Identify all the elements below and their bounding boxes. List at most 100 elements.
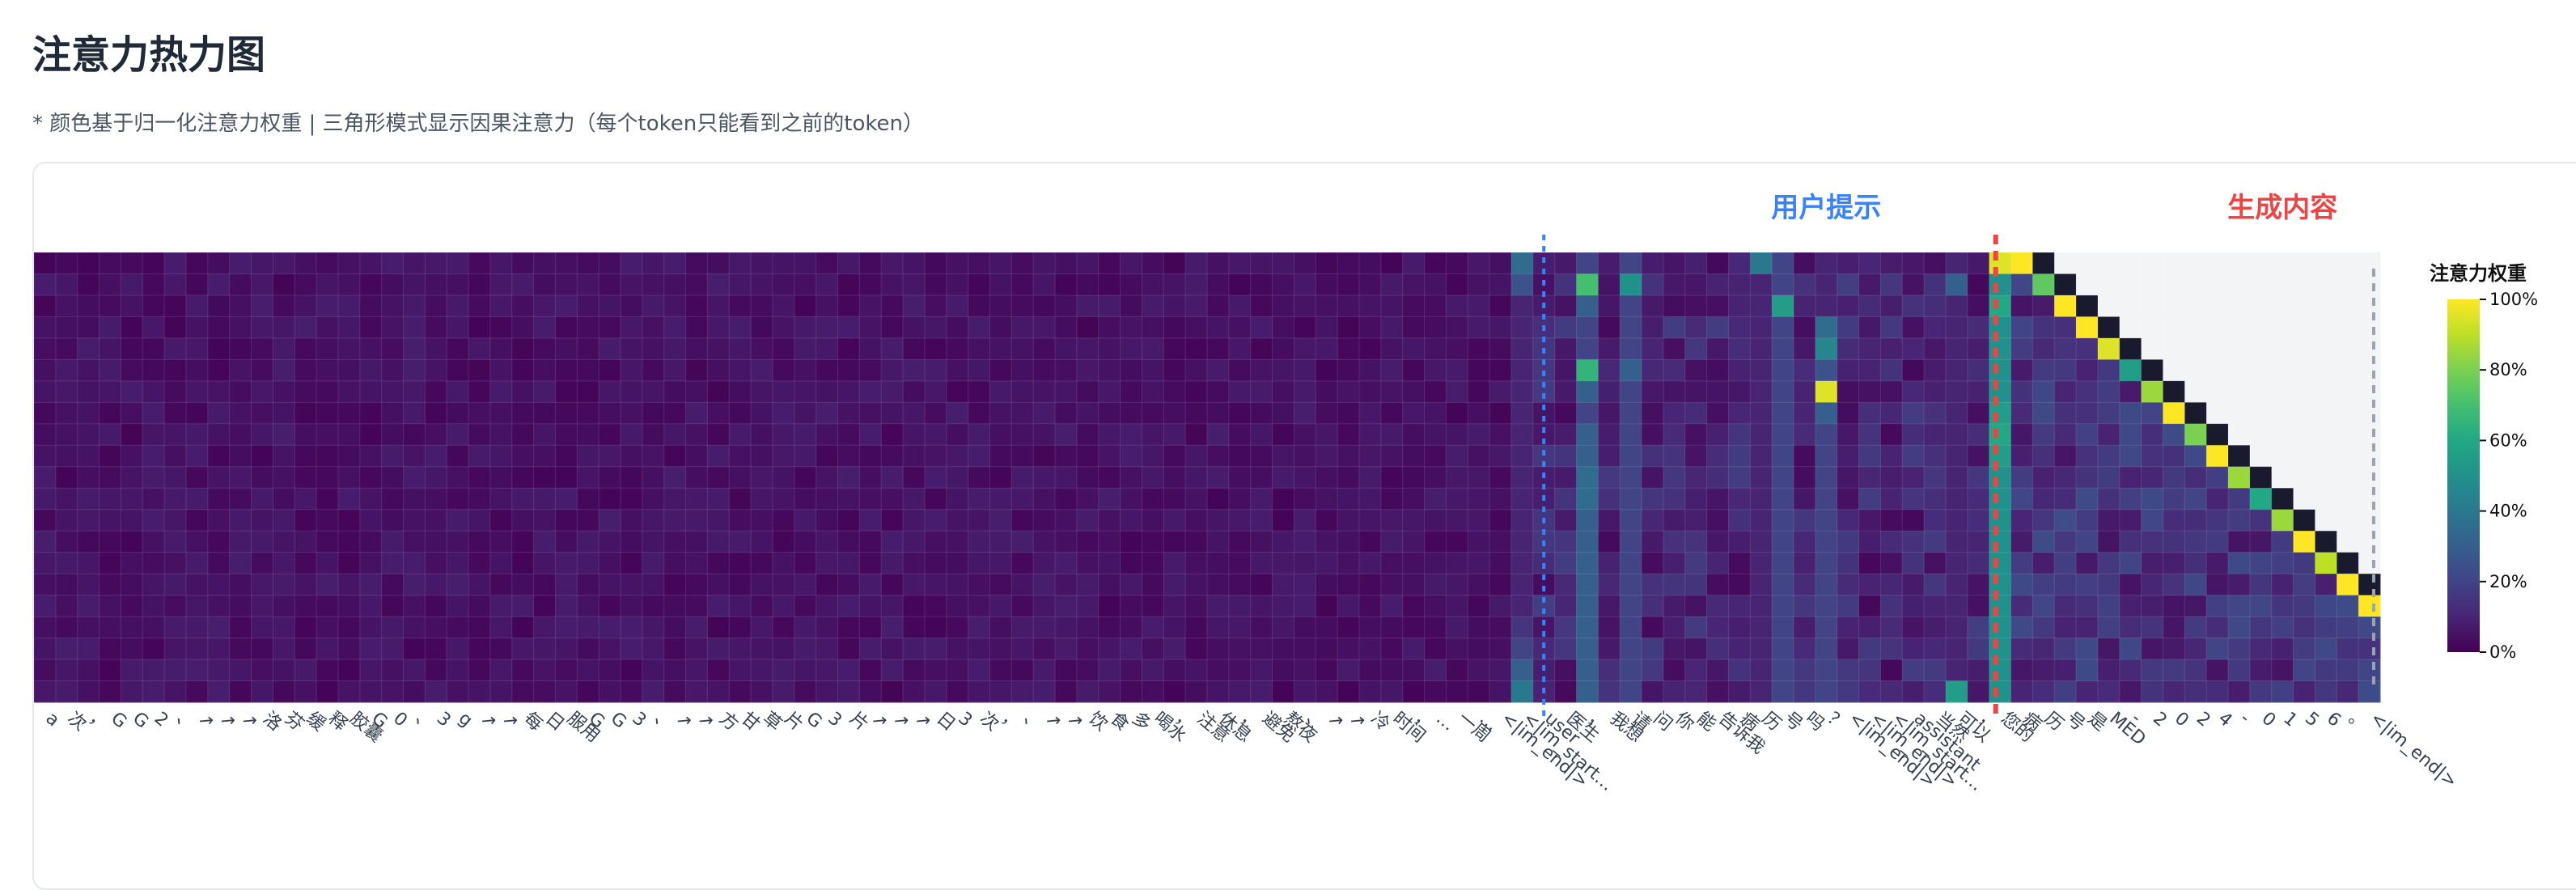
heatmap-cell bbox=[2097, 680, 2121, 703]
heatmap-cell bbox=[1858, 423, 1881, 446]
heatmap-cell bbox=[663, 509, 687, 532]
heatmap-cell bbox=[1358, 466, 1382, 489]
heatmap-cell bbox=[121, 595, 143, 617]
heatmap-cell bbox=[1402, 337, 1426, 360]
heatmap-cell bbox=[1902, 466, 1925, 489]
heatmap-cell bbox=[1837, 316, 1860, 339]
heatmap-cell bbox=[1598, 638, 1621, 660]
heatmap-cell bbox=[1294, 337, 1316, 360]
heatmap-cell bbox=[1207, 466, 1230, 489]
heatmap-cell bbox=[1880, 680, 1903, 703]
heatmap-cell bbox=[881, 295, 904, 317]
heatmap-cell bbox=[359, 595, 383, 617]
heatmap-cell bbox=[1510, 509, 1534, 532]
heatmap-cell bbox=[772, 509, 795, 532]
heatmap-cell bbox=[707, 359, 730, 382]
heatmap-cell bbox=[1076, 552, 1099, 574]
heatmap-cell bbox=[2141, 337, 2163, 360]
heatmap-cell bbox=[1989, 402, 2012, 425]
heatmap-cell bbox=[599, 316, 621, 339]
heatmap-cell bbox=[468, 402, 491, 425]
heatmap-cell bbox=[2184, 595, 2207, 617]
heatmap-cell bbox=[1446, 638, 1468, 660]
heatmap-cell bbox=[2271, 316, 2294, 339]
heatmap-cell bbox=[685, 359, 708, 382]
heatmap-cell bbox=[989, 509, 1012, 532]
heatmap-cell bbox=[1706, 531, 1729, 553]
heatmap-cell bbox=[1989, 273, 2012, 296]
heatmap-cell bbox=[1011, 466, 1034, 489]
heatmap-cell bbox=[251, 552, 273, 574]
heatmap-cell bbox=[968, 488, 990, 511]
heatmap-cell bbox=[881, 488, 904, 511]
heatmap-cell bbox=[2315, 359, 2337, 382]
heatmap-cell bbox=[903, 423, 926, 446]
heatmap-cell bbox=[359, 273, 383, 296]
heatmap-cell bbox=[1120, 337, 1142, 360]
heatmap-cell bbox=[425, 402, 447, 425]
heatmap-cell bbox=[729, 488, 752, 511]
heatmap-cell bbox=[577, 337, 600, 360]
heatmap-cell bbox=[729, 445, 752, 468]
heatmap-cell bbox=[837, 531, 860, 553]
heatmap-cell bbox=[1684, 445, 1708, 468]
heatmap-cell bbox=[1294, 680, 1316, 703]
heatmap-cell bbox=[2184, 359, 2207, 382]
heatmap-cell bbox=[599, 445, 621, 468]
heatmap-cell bbox=[164, 617, 187, 639]
heatmap-cell bbox=[837, 295, 860, 317]
heatmap-cell bbox=[1011, 295, 1034, 317]
heatmap-cell bbox=[447, 509, 469, 532]
heatmap-cell bbox=[1207, 445, 1230, 468]
heatmap-cell bbox=[1207, 552, 1230, 574]
heatmap-cell bbox=[1120, 659, 1142, 682]
heatmap-cell bbox=[1837, 574, 1860, 596]
heatmap-cell bbox=[2206, 638, 2229, 660]
heatmap-cell bbox=[1489, 402, 1512, 425]
heatmap-cell bbox=[2054, 423, 2077, 446]
heatmap-cell bbox=[229, 380, 252, 403]
heatmap-cell bbox=[1598, 337, 1621, 360]
heatmap-cell bbox=[2141, 316, 2163, 339]
x-tick-label: 3 bbox=[824, 708, 845, 731]
heatmap-cell bbox=[1380, 445, 1404, 468]
heatmap-cell bbox=[2119, 488, 2142, 511]
heatmap-cell bbox=[1728, 252, 1751, 274]
heatmap-cell bbox=[316, 316, 339, 339]
heatmap-cell bbox=[772, 359, 795, 382]
heatmap-cell bbox=[1272, 423, 1294, 446]
heatmap-cell bbox=[359, 659, 383, 682]
heatmap-cell bbox=[642, 488, 665, 511]
heatmap-cell bbox=[2032, 488, 2055, 511]
heatmap-cell bbox=[1554, 488, 1577, 511]
heatmap-cell bbox=[121, 445, 143, 468]
heatmap-cell bbox=[55, 574, 78, 596]
heatmap-cell bbox=[1250, 316, 1273, 339]
heatmap-cell bbox=[1989, 252, 2012, 274]
heatmap-cell bbox=[1294, 466, 1316, 489]
heatmap-cell bbox=[489, 295, 513, 317]
heatmap-cell bbox=[2358, 574, 2381, 596]
heatmap-cell bbox=[707, 295, 730, 317]
heatmap-cell bbox=[403, 316, 426, 339]
heatmap-cell bbox=[1750, 574, 1773, 596]
heatmap-cell bbox=[55, 659, 78, 682]
heatmap-cell bbox=[381, 466, 404, 489]
heatmap-cell bbox=[2032, 402, 2055, 425]
heatmap-cell bbox=[1945, 617, 1968, 639]
heatmap-cell bbox=[1750, 488, 1773, 511]
heatmap-cell bbox=[1772, 252, 1794, 274]
heatmap-cell bbox=[2293, 380, 2315, 403]
heatmap-cell bbox=[533, 617, 556, 639]
heatmap-cell bbox=[837, 380, 860, 403]
heatmap-cell bbox=[2337, 402, 2359, 425]
heatmap-cell bbox=[185, 466, 209, 489]
heatmap-cell bbox=[2315, 252, 2337, 274]
heatmap-cell bbox=[1358, 574, 1382, 596]
heatmap-cell bbox=[1772, 531, 1794, 553]
heatmap-cell bbox=[621, 574, 643, 596]
heatmap-cell bbox=[1294, 380, 1316, 403]
heatmap-cell bbox=[2271, 337, 2294, 360]
heatmap-cell bbox=[1924, 638, 1947, 660]
heatmap-cell bbox=[772, 273, 795, 296]
